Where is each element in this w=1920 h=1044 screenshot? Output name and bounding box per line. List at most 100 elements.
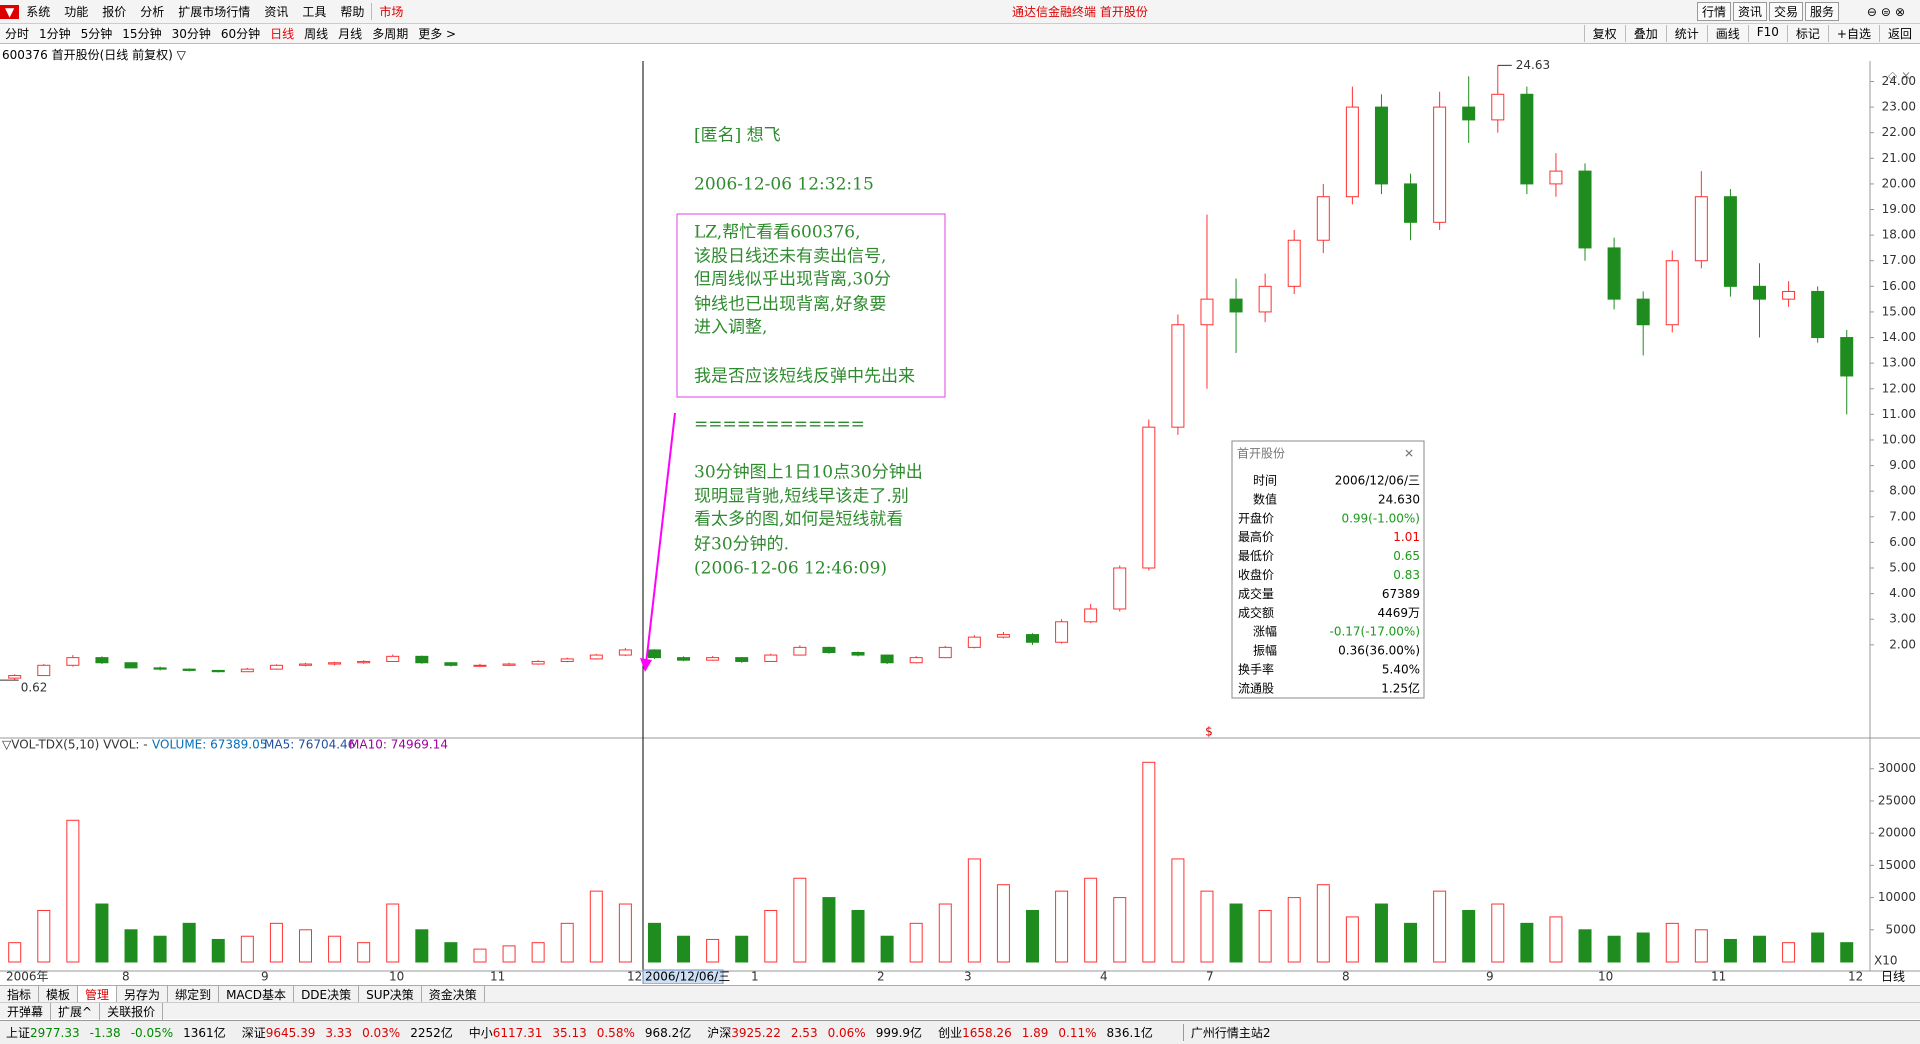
volume-bar xyxy=(1723,938,1737,963)
candle-body xyxy=(1055,621,1069,643)
menu-item[interactable]: 工具 xyxy=(302,5,327,19)
volume-bar xyxy=(1229,903,1243,963)
candle-body xyxy=(1084,608,1098,623)
top-button[interactable]: 交易 xyxy=(1768,2,1803,21)
candle-body xyxy=(1607,247,1621,300)
popup-value: 4469万 xyxy=(1377,606,1420,620)
menu-item[interactable]: 功能 xyxy=(64,5,89,19)
chart-header: 600376 首开股份(日线 前复权) ▽ xyxy=(2,48,186,62)
tab[interactable]: 扩展^ xyxy=(51,1002,101,1020)
tabs2: 开弹幕 扩展^ 关联报价 xyxy=(0,1002,1920,1020)
tab[interactable]: DDE决策 xyxy=(294,985,360,1003)
period-button[interactable]: 5分钟 xyxy=(80,27,113,41)
y-tick-label: 2.00 xyxy=(1889,637,1916,651)
tool-button[interactable]: 画线 xyxy=(1706,25,1748,42)
volume-bar xyxy=(1084,877,1098,963)
tool-button[interactable]: 叠加 xyxy=(1624,25,1666,42)
candle-body xyxy=(357,660,371,664)
tab[interactable]: 绑定到 xyxy=(168,985,220,1003)
period-button[interactable]: 15分钟 xyxy=(122,27,162,41)
vol-tick-label: 25000 xyxy=(1878,793,1916,807)
tool-button[interactable]: 返回 xyxy=(1878,25,1920,42)
menu-item[interactable]: 市场 xyxy=(371,3,410,20)
period-button[interactable]: 多周期 xyxy=(372,27,409,41)
index-change: 2.53 xyxy=(790,1025,818,1040)
menu-item[interactable]: 帮助 xyxy=(340,5,365,19)
period-button[interactable]: 分时 xyxy=(5,27,30,41)
tab[interactable]: 资金决策 xyxy=(422,985,485,1003)
volume-bar xyxy=(647,922,661,963)
volume-bar xyxy=(1694,929,1708,963)
candle-body xyxy=(909,657,923,664)
tool-button[interactable]: F10 xyxy=(1747,25,1787,42)
settings-icon[interactable]: ◇ × xyxy=(1888,69,1911,83)
period-button[interactable]: 60分钟 xyxy=(220,27,261,41)
volume-bar xyxy=(240,935,254,963)
period-button[interactable]: 30分钟 xyxy=(171,27,211,41)
volume-bar xyxy=(502,945,516,963)
volume-bar xyxy=(328,935,342,963)
index-name: 沪深 xyxy=(707,1026,732,1040)
periods: 分时 1分钟 5分钟 15分钟 30分钟 60分钟 日线 周线 月线 多周期 更多 > xyxy=(0,25,461,42)
volume-bar xyxy=(1578,929,1592,963)
period-button[interactable]: 更多 > xyxy=(418,27,457,41)
reply-line: (2006-12-06 12:46:09) xyxy=(694,559,887,579)
period-button[interactable]: 周线 xyxy=(304,27,329,41)
volume-bar xyxy=(124,929,138,963)
y-tick-label: 4.00 xyxy=(1889,586,1916,600)
volume-bar xyxy=(1665,922,1679,963)
tool-button[interactable]: 复权 xyxy=(1583,25,1625,42)
candle-body xyxy=(618,649,632,656)
y-tick-label: 11.00 xyxy=(1882,407,1916,421)
y-tick-label: 5.00 xyxy=(1889,561,1916,575)
menu-item[interactable]: 扩展市场行情 xyxy=(178,5,251,19)
tab[interactable]: 另存为 xyxy=(117,985,169,1003)
period-button[interactable]: 日线 xyxy=(270,27,295,41)
y-tick-label: 20.00 xyxy=(1882,176,1916,190)
candle-body xyxy=(1142,426,1156,569)
menu-item[interactable]: 系统 xyxy=(26,5,51,19)
menu-item[interactable]: 资讯 xyxy=(264,5,289,19)
menu-item[interactable]: 分析 xyxy=(140,5,165,19)
marker: $ xyxy=(1205,725,1213,739)
tool-button[interactable]: 标记 xyxy=(1786,25,1828,42)
candle-body xyxy=(764,654,778,662)
window-controls[interactable]: ⊖⊜⊗ xyxy=(1866,4,1909,19)
tab[interactable]: 管理 xyxy=(78,985,118,1003)
candle-body xyxy=(502,663,516,666)
volume-bar xyxy=(182,922,196,963)
top-button[interactable]: 资讯 xyxy=(1732,2,1767,21)
volume-bar xyxy=(269,922,283,963)
arrow xyxy=(645,412,676,665)
period-button[interactable]: 月线 xyxy=(338,27,363,41)
tool-button[interactable]: 统计 xyxy=(1665,25,1707,42)
period-button[interactable]: 1分钟 xyxy=(39,27,71,41)
candle-body xyxy=(647,649,661,659)
volume-bar xyxy=(211,938,225,963)
tools: 复权 叠加 统计 画线 F10 标记 +自选 返回 xyxy=(1583,25,1920,42)
volume-bar xyxy=(938,903,952,963)
popup-value: 2006/12/06/三 xyxy=(1335,474,1420,488)
volume-bar xyxy=(1171,858,1185,963)
popup-close[interactable]: ✕ xyxy=(1404,447,1414,461)
top-button[interactable]: 行情 xyxy=(1696,2,1731,21)
reply-line: 看太多的图,如何是短线就看 xyxy=(694,510,903,530)
tool-button[interactable]: +自选 xyxy=(1827,25,1879,42)
index-name: 深证 xyxy=(241,1026,266,1040)
tab[interactable]: 开弹幕 xyxy=(0,1002,52,1020)
index-amount: 1361亿 xyxy=(183,1026,226,1040)
volume-bar xyxy=(66,819,80,963)
date-label: 8 xyxy=(1342,970,1350,984)
reply-line: 30分钟图上1日10点30分钟出 xyxy=(694,463,923,483)
candle-body xyxy=(240,668,254,673)
volume-bar xyxy=(1462,909,1476,963)
top-button[interactable]: 服务 xyxy=(1804,2,1839,21)
tab[interactable]: 关联报价 xyxy=(100,1002,164,1020)
tab[interactable]: MACD基本 xyxy=(219,985,295,1003)
y-tick-label: 8.00 xyxy=(1889,484,1916,498)
tab[interactable]: 指标 xyxy=(0,985,40,1003)
tab[interactable]: 模板 xyxy=(39,985,79,1003)
candle-body xyxy=(1433,106,1447,223)
tab[interactable]: SUP决策 xyxy=(359,985,422,1003)
menu-item[interactable]: 报价 xyxy=(102,5,127,19)
